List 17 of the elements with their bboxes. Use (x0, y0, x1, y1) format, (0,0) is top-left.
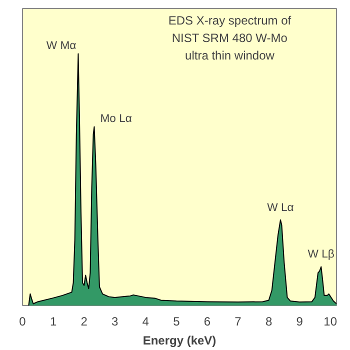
x-tick-label: 5 (173, 314, 180, 328)
x-tick-label: 3 (112, 314, 119, 328)
x-tick-label: 2 (80, 314, 88, 328)
x-tick-label: 7 (234, 314, 242, 328)
x-axis-title: Energy (keV) (142, 334, 216, 348)
chart-title: EDS X-ray spectrum of NIST SRM 480 W-Mo ultra thin window (168, 14, 292, 63)
x-tick-label: 6 (204, 314, 211, 328)
x-tick-label: 8 (265, 314, 272, 328)
annotation: W Lα (267, 202, 294, 214)
annotation: W Mα (46, 40, 77, 52)
annotation: Mo Lα (100, 112, 132, 125)
annotation: W Lβ (308, 248, 335, 261)
x-tick-label: 9 (296, 314, 304, 328)
x-tick-label: 1 (50, 314, 57, 328)
x-tick-label: 0 (19, 314, 26, 328)
x-tick-label: 4 (142, 314, 150, 328)
x-tick-label: 10 (324, 314, 338, 328)
